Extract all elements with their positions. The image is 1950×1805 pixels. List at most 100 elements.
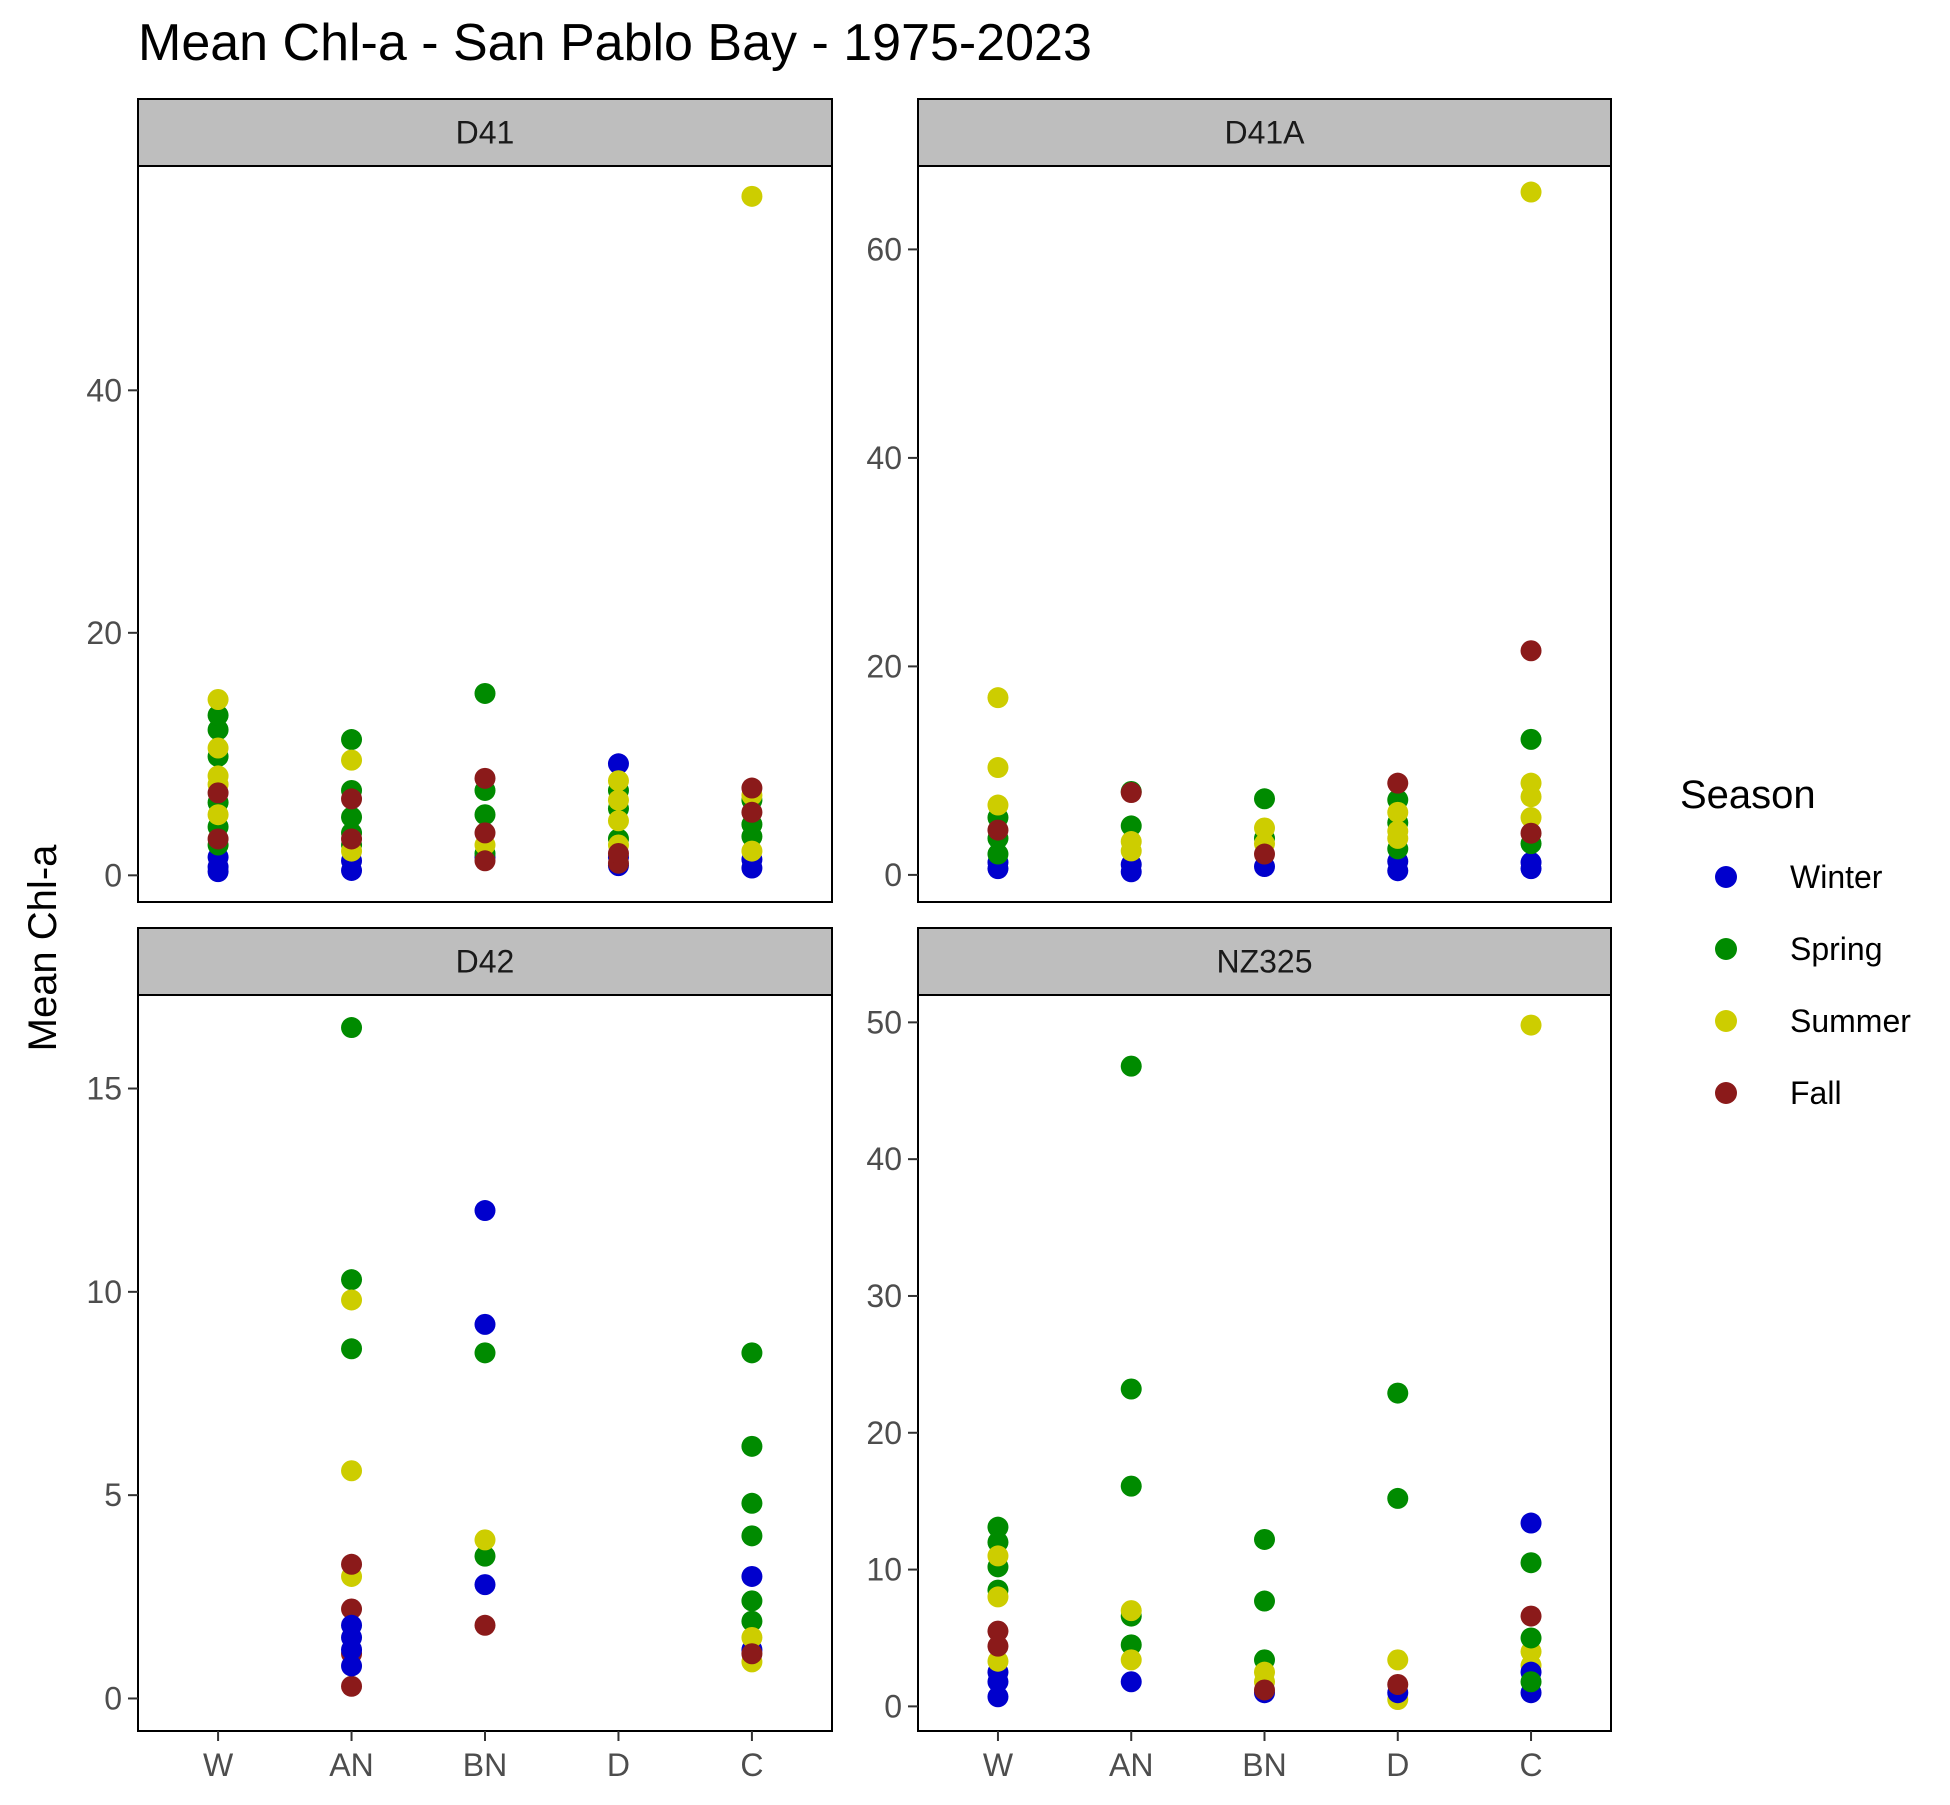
strip-label-d42: D42 — [456, 944, 515, 980]
point-d41a-summer-6 — [987, 757, 1009, 779]
point-nz325-spring-3 — [987, 1516, 1009, 1538]
point-d42-summer-3 — [341, 1289, 363, 1311]
point-nz325-winter-19 — [1120, 1671, 1142, 1693]
point-nz325-spring-21 — [1254, 1590, 1275, 1612]
point-d42-fall-20 — [474, 1614, 496, 1636]
point-d41a-spring-11 — [1120, 815, 1142, 837]
panel-d41: D41 0 20 40 — [86, 98, 833, 903]
legend: Season Winter Spring Summer Fall — [1680, 773, 1911, 1111]
point-d41a-summer-29 — [1387, 801, 1409, 823]
legend-key-fall — [1715, 1082, 1737, 1104]
point-d41-fall-25 — [341, 828, 363, 850]
y-tick-label-d41a-60: 60 — [866, 231, 902, 267]
point-d41-summer-43 — [607, 810, 629, 832]
point-d42-summer-19 — [474, 1529, 496, 1551]
point-nz325-winter-0 — [987, 1686, 1009, 1708]
point-d42-winter-12 — [341, 1639, 363, 1661]
point-d42-winter-14 — [474, 1200, 496, 1222]
point-nz325-spring-14 — [1120, 1475, 1142, 1497]
y-tick-label-d41a-20: 20 — [866, 648, 902, 684]
point-d41-spring-7 — [207, 719, 229, 741]
point-d41-fall-15 — [207, 782, 229, 804]
point-nz325-fall-26 — [1254, 1679, 1275, 1701]
point-d41-summer-45 — [607, 770, 629, 792]
y-tick-label-nz325-20: 20 — [866, 1415, 902, 1451]
point-d42-spring-21 — [741, 1342, 763, 1364]
point-d41-spring-21 — [341, 729, 363, 751]
point-d41-fall-56 — [741, 801, 763, 823]
point-nz325-spring-28 — [1387, 1487, 1409, 1509]
point-d41-fall-33 — [474, 850, 496, 872]
strip-label-d41: D41 — [456, 115, 515, 151]
y-tick-label-nz325-0: 0 — [884, 1688, 902, 1724]
point-d42-winter-13 — [341, 1655, 363, 1677]
y-tick-label-d41-0: 0 — [104, 857, 122, 893]
point-nz325-fall-32 — [1387, 1673, 1409, 1695]
point-d41a-spring-34 — [1520, 728, 1542, 750]
y-tick-label-d41a-40: 40 — [866, 440, 902, 476]
point-nz325-summer-7 — [987, 1545, 1009, 1567]
point-d41-summer-23 — [341, 749, 363, 771]
y-tick-label-nz325-50: 50 — [866, 1004, 902, 1040]
panel-nz325: NZ325 0 10 20 30 40 50 W AN BN D C — [866, 927, 1612, 1783]
point-d41-fall-14 — [207, 828, 229, 850]
point-d42-fall-31 — [741, 1643, 763, 1665]
x-tick-label-nz325-w: W — [983, 1747, 1014, 1783]
point-d41-summer-12 — [207, 689, 229, 711]
plot-area-d41a — [917, 165, 1612, 903]
strip-d41 — [137, 98, 833, 167]
point-d41-fall-57 — [741, 777, 763, 799]
point-d41a-spring-2 — [987, 843, 1009, 865]
panel-d42: D42 0 5 10 15 W AN BN D C — [86, 927, 833, 1783]
point-nz325-spring-41 — [1520, 1671, 1542, 1693]
point-nz325-spring-27 — [1387, 1382, 1409, 1404]
point-d41-fall-26 — [341, 788, 363, 810]
x-tick-label-d42-c: C — [740, 1747, 763, 1783]
x-tick-label-nz325-bn: BN — [1242, 1747, 1286, 1783]
point-d41a-winter-32 — [1520, 851, 1542, 873]
x-tick-label-nz325-d: D — [1386, 1747, 1409, 1783]
point-nz325-winter-36 — [1520, 1512, 1542, 1534]
x-tick-label-nz325-c: C — [1519, 1747, 1542, 1783]
point-d42-spring-24 — [741, 1525, 763, 1547]
strip-d41a — [917, 98, 1612, 167]
point-d42-spring-0 — [341, 1017, 363, 1039]
point-d41a-spring-18 — [1254, 788, 1275, 810]
point-d42-fall-9 — [341, 1675, 363, 1697]
point-nz325-summer-8 — [987, 1586, 1009, 1608]
panel-d41a: D41A 0 20 40 60 — [866, 98, 1612, 903]
point-nz325-summer-17 — [1120, 1600, 1142, 1622]
point-nz325-fall-42 — [1520, 1605, 1542, 1627]
y-tick-label-nz325-40: 40 — [866, 1141, 902, 1177]
point-nz325-spring-40 — [1520, 1627, 1542, 1649]
point-d41-summer-55 — [741, 185, 763, 207]
point-d41a-summer-7 — [987, 687, 1009, 709]
x-tick-label-d42-d: D — [607, 1747, 630, 1783]
point-d41-fall-34 — [474, 822, 496, 844]
point-d41-summer-9 — [207, 804, 229, 826]
point-nz325-spring-13 — [1120, 1378, 1142, 1400]
point-nz325-summer-29 — [1387, 1649, 1409, 1671]
legend-key-spring — [1715, 938, 1737, 960]
point-nz325-summer-9 — [987, 1650, 1009, 1672]
strip-d42 — [137, 927, 833, 996]
y-tick-label-nz325-30: 30 — [866, 1278, 902, 1314]
point-d42-winter-16 — [474, 1574, 496, 1596]
legend-label-spring: Spring — [1790, 931, 1883, 967]
point-nz325-summer-18 — [1120, 1649, 1142, 1671]
x-tick-label-d42-bn: BN — [463, 1747, 507, 1783]
legend-label-fall: Fall — [1790, 1075, 1842, 1111]
point-d42-fall-6 — [341, 1553, 363, 1575]
point-d42-spring-26 — [741, 1610, 763, 1632]
point-nz325-spring-20 — [1254, 1528, 1275, 1550]
point-d41-fall-35 — [474, 767, 496, 789]
point-d42-spring-23 — [741, 1492, 763, 1514]
strip-label-d41a: D41A — [1224, 115, 1305, 151]
point-d42-fall-7 — [341, 1598, 363, 1620]
legend-key-winter — [1715, 866, 1737, 888]
point-d42-spring-17 — [474, 1342, 496, 1364]
legend-title: Season — [1680, 773, 1816, 817]
